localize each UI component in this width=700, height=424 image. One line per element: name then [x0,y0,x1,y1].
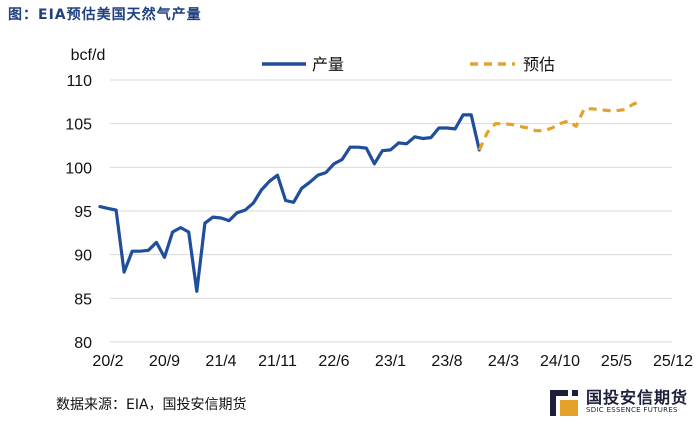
y-tick-label: 100 [65,160,92,177]
x-tick-label: 25/12 [653,353,693,370]
chart-title: 图：EIA预估美国天然气产量 [8,7,202,23]
y-tick-label: 80 [74,335,92,352]
legend-label-production: 产量 [312,55,344,74]
x-tick-label: 24/3 [488,353,519,370]
y-axis-label: bcf/d [71,47,106,64]
x-tick-label: 20/2 [92,353,123,370]
y-tick-label: 85 [74,291,92,308]
x-tick-label: 22/6 [318,353,349,370]
series-line-production [98,113,481,293]
x-tick-label: 23/8 [431,353,462,370]
y-tick-label: 90 [74,248,92,265]
y-tick-label: 110 [66,73,92,90]
line-chart: 80 85 90 95 100 105 110 bcf/d 20/2 20/9 21/4 21/11 2… [65,47,693,370]
x-tick-label: 20/9 [149,353,180,370]
x-tick-label: 21/4 [205,353,236,370]
company-logo: 国投安信期货 SDIC ESSENCE FUTURES [548,384,698,420]
y-tick-label: 105 [65,117,92,134]
y-tick-label: 95 [74,204,92,221]
logo-text-cn: 国投安信期货 [586,388,689,407]
x-tick-label: 25/5 [601,353,632,370]
x-tick-label: 21/11 [258,353,297,370]
logo-text-en: SDIC ESSENCE FUTURES [586,406,678,414]
source-note: 数据来源：EIA，国投安信期货 [56,397,247,413]
logo-mark-icon [550,390,578,416]
x-tick-label: 23/1 [375,353,406,370]
legend-label-forecast: 预估 [523,55,555,74]
x-tick-label: 24/10 [540,353,580,370]
series-line-forecast [477,99,642,151]
